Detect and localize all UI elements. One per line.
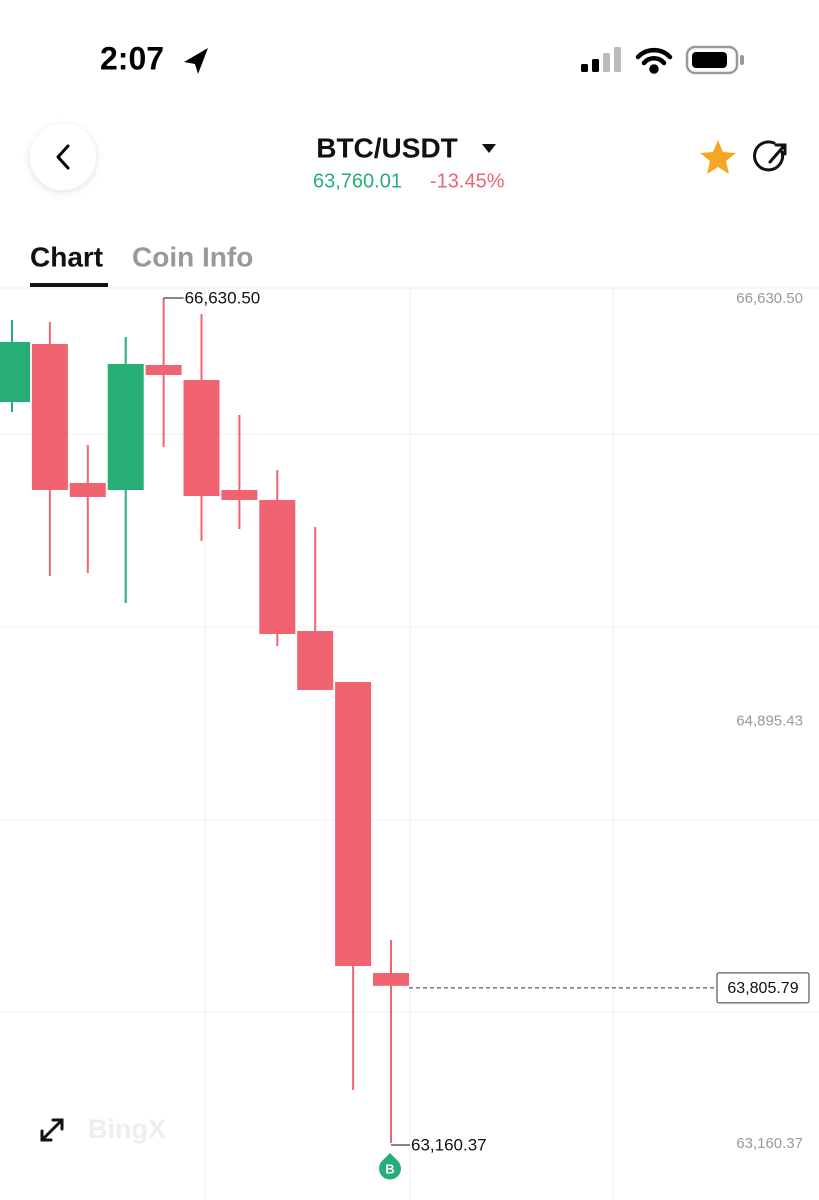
pair-title[interactable]: BTC/USDT xyxy=(316,132,458,163)
favorite-star[interactable] xyxy=(700,140,736,174)
y-tick-label: 66,630.50 xyxy=(736,290,803,307)
candle-body xyxy=(0,342,30,403)
candle-body xyxy=(335,682,372,967)
candle-body xyxy=(259,500,296,634)
candle-body xyxy=(31,344,68,491)
header-price: 63,760.01 xyxy=(313,170,402,192)
candle-body xyxy=(297,631,334,691)
header-change: -13.45% xyxy=(430,170,505,192)
back-button[interactable] xyxy=(30,124,96,190)
tab-coin-info[interactable]: Coin Info xyxy=(132,241,253,272)
expand-icon[interactable] xyxy=(40,1118,64,1142)
candle-body xyxy=(107,363,144,491)
wifi-icon xyxy=(635,47,673,74)
candle-body xyxy=(373,973,409,986)
candle-body xyxy=(69,482,106,498)
y-tick-label: 64,895.43 xyxy=(736,712,803,729)
buy-marker-shape xyxy=(379,1153,401,1180)
candle-body xyxy=(183,379,220,497)
candle-body xyxy=(221,490,258,501)
back-icon xyxy=(56,144,70,170)
battery-icon xyxy=(685,45,744,75)
dropdown-icon[interactable] xyxy=(482,144,496,153)
share-icon[interactable] xyxy=(753,140,787,172)
buy-marker: B xyxy=(385,1161,394,1176)
candle-body xyxy=(145,364,182,376)
signal-icon xyxy=(581,47,621,72)
tab-chart[interactable]: Chart xyxy=(30,241,103,272)
background-grid xyxy=(0,288,819,1200)
last-price-box xyxy=(716,972,810,1004)
last-price-label: 63,805.79 xyxy=(727,980,798,997)
status-time: 2:07 xyxy=(100,40,164,76)
location-icon xyxy=(184,48,208,74)
y-tick-label: 63,160.37 xyxy=(736,1135,803,1152)
high-annotation: 66,630.50 xyxy=(185,288,261,307)
plot-area xyxy=(0,298,409,1144)
low-annotation: 63,160.37 xyxy=(411,1135,487,1154)
tab-underline xyxy=(30,283,108,287)
watermark: BingX xyxy=(88,1114,166,1144)
